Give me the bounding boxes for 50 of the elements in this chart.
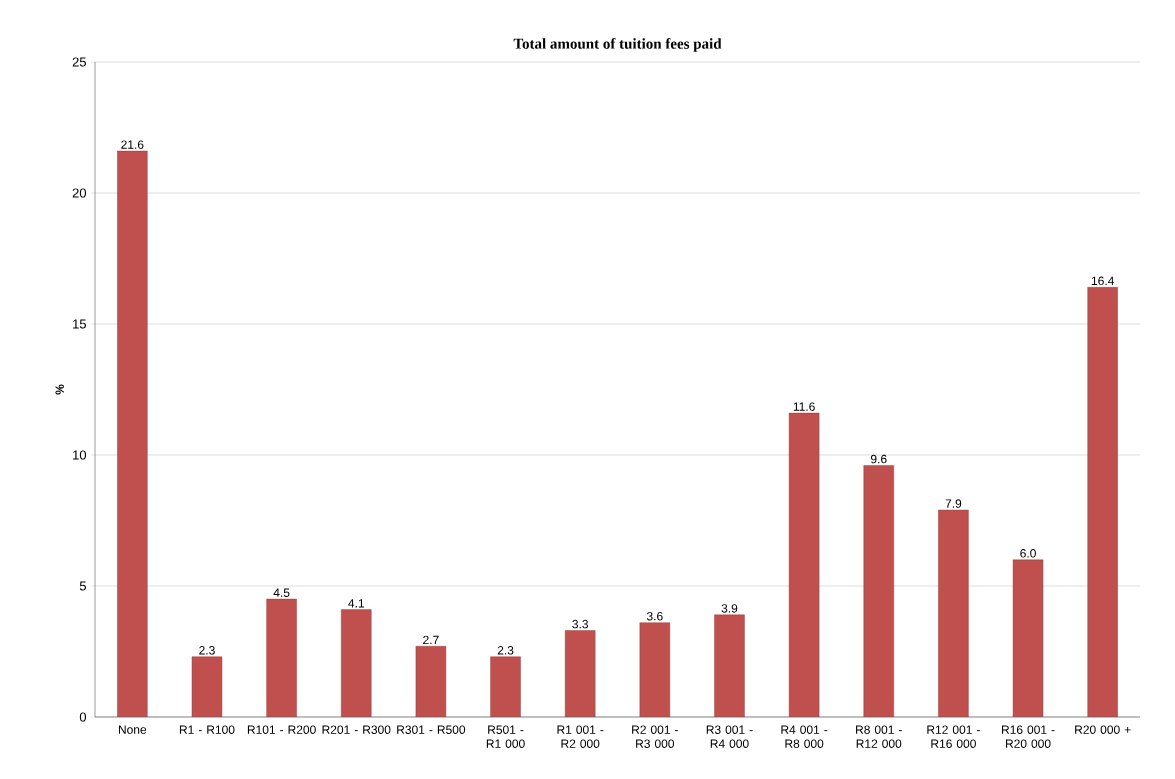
x-tick-label: R1 - R100 (179, 725, 235, 734)
y-axis-title: % (55, 384, 64, 395)
data-label: 4.5 (273, 588, 290, 597)
x-tick-label: R201 - R300 (322, 725, 391, 734)
bar (714, 614, 745, 717)
bar (1012, 559, 1044, 717)
chart-title: Total amount of tuition fees paid (513, 38, 722, 52)
y-tick-label: 5 (79, 581, 87, 591)
bar (415, 646, 447, 717)
bar (490, 656, 521, 717)
bar (191, 656, 223, 717)
x-tick-label: R16 001 - R20 000 (1002, 725, 1055, 748)
x-tick-label: R8 001 - R12 000 (856, 725, 902, 748)
bar (1087, 287, 1118, 717)
x-tick-label: R501 - R1 000 (486, 725, 525, 748)
x-tick-label: R2 001 - R3 000 (632, 725, 678, 748)
bar (863, 465, 894, 717)
y-tick-label: 25 (72, 57, 87, 67)
y-tick-label: 15 (73, 319, 87, 329)
x-tick-label: R20 000 + (1075, 725, 1131, 734)
bar (938, 509, 969, 717)
data-label: 11.6 (793, 402, 815, 411)
x-tick-label: R4 001 - R8 000 (781, 725, 828, 748)
data-label: 21.6 (121, 140, 144, 149)
x-tick-label: R3 001 - R4 000 (706, 725, 753, 748)
data-label: 6.0 (1020, 549, 1036, 558)
x-tick-label: R301 - R500 (397, 725, 466, 734)
bar (788, 412, 820, 717)
x-tick-label: R12 001 - R16 000 (927, 725, 980, 748)
data-label: 16.4 (1091, 276, 1115, 286)
bar (266, 598, 297, 717)
data-label: 7.9 (945, 499, 962, 508)
bar (117, 150, 148, 717)
bar (341, 609, 372, 717)
y-tick-label: 20 (72, 188, 87, 198)
bar (639, 622, 671, 717)
data-label: 4.1 (348, 599, 365, 608)
data-label: 2.3 (199, 646, 215, 655)
data-label: 9.6 (870, 454, 887, 464)
y-tick-label: 10 (73, 450, 87, 460)
data-label: 3.9 (721, 604, 738, 613)
data-label: 3.6 (646, 611, 663, 621)
x-tick-label: None (118, 725, 147, 734)
data-label: 3.3 (572, 619, 588, 629)
x-tick-label: R1 001 - R2 000 (557, 725, 604, 748)
bar (564, 630, 596, 717)
data-label: 2.7 (423, 635, 439, 645)
x-tick-label: R101 - R200 (247, 725, 316, 734)
data-label: 2.3 (497, 646, 514, 655)
y-tick-label: 0 (79, 712, 87, 722)
